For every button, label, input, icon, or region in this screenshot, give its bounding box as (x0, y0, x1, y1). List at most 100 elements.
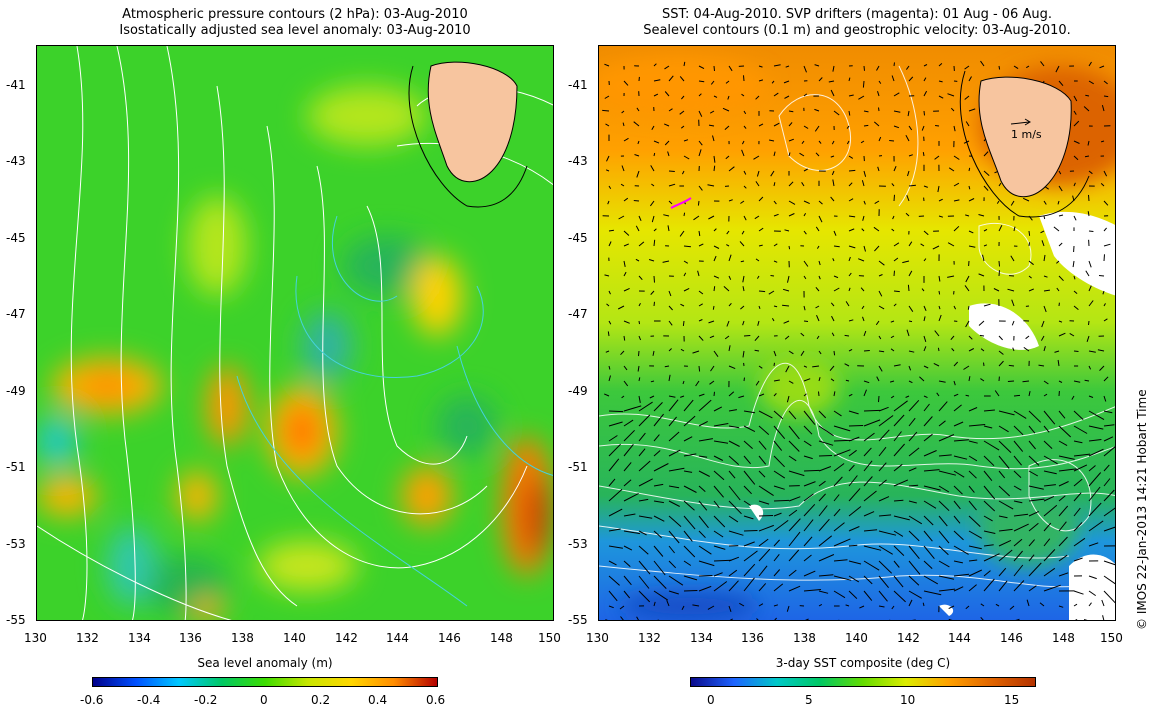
velocity-arrow (953, 421, 964, 427)
velocity-arrow (1043, 200, 1047, 205)
velocity-arrow (788, 569, 797, 577)
velocity-arrow (908, 76, 914, 82)
velocity-arrow (1058, 521, 1067, 532)
velocity-arrow (908, 270, 913, 277)
velocity-arrow (698, 530, 706, 539)
velocity-arrow (964, 95, 970, 100)
velocity-arrow (713, 95, 718, 98)
velocity-arrow (1028, 260, 1034, 266)
velocity-arrow (743, 425, 756, 433)
velocity-arrow (965, 121, 970, 127)
velocity-arrow (963, 365, 970, 370)
velocity-arrow (938, 530, 950, 544)
velocity-arrow (668, 449, 681, 457)
velocity-arrow (860, 140, 865, 144)
velocity-arrow (623, 271, 627, 277)
velocity-arrow (638, 575, 650, 589)
velocity-arrow (829, 365, 835, 372)
velocity-arrow (1088, 439, 1102, 442)
velocity-arrow (698, 303, 703, 307)
velocity-arrow (993, 288, 1000, 292)
velocity-arrow (845, 301, 850, 307)
velocity-arrow (833, 538, 851, 547)
velocity-arrow (978, 320, 985, 326)
velocity-arrow (743, 377, 745, 382)
velocity-arrow (1013, 455, 1022, 466)
velocity-arrow (968, 407, 978, 412)
velocity-arrow (602, 109, 610, 112)
velocity-arrow (771, 80, 775, 84)
velocity-arrow (709, 380, 715, 385)
velocity-arrow (605, 619, 608, 620)
velocity-arrow (1088, 410, 1105, 421)
velocity-arrow (998, 567, 1007, 577)
velocity-arrow (740, 200, 745, 204)
velocity-arrow (953, 199, 960, 202)
velocity-arrow (1103, 590, 1115, 604)
velocity-arrow (815, 226, 820, 232)
velocity-arrow (965, 605, 970, 610)
velocity-arrow (1058, 572, 1069, 577)
velocity-arrow (742, 286, 745, 292)
velocity-arrow (726, 230, 730, 235)
velocity-arrow (907, 170, 910, 177)
left-y-tick: -45 (6, 231, 26, 245)
velocity-arrow (698, 575, 713, 577)
velocity-arrow (1055, 65, 1060, 73)
velocity-arrow (1015, 618, 1020, 620)
velocity-arrow (788, 531, 801, 547)
velocity-arrow (908, 467, 917, 472)
velocity-arrow (923, 590, 942, 596)
velocity-arrow (818, 350, 822, 355)
velocity-arrow (681, 605, 685, 611)
velocity-arrow (707, 184, 715, 187)
velocity-arrow (1041, 320, 1045, 328)
velocity-arrow (606, 155, 610, 162)
velocity-arrow (633, 200, 640, 202)
velocity-arrow (782, 288, 790, 292)
velocity-arrow (638, 530, 647, 536)
velocity-arrow (833, 410, 842, 417)
velocity-arrow (953, 125, 956, 132)
velocity-arrow (938, 420, 946, 427)
velocity-arrow (908, 447, 920, 457)
velocity-arrow (1013, 440, 1024, 452)
velocity-arrow (1074, 619, 1078, 620)
velocity-arrow (729, 618, 733, 620)
velocity-arrow (893, 290, 900, 293)
velocity-arrow (1043, 522, 1052, 532)
velocity-arrow (923, 560, 933, 569)
velocity-arrow (788, 350, 794, 355)
velocity-arrow (693, 215, 700, 221)
velocity-arrow (743, 440, 753, 449)
velocity-arrow (638, 350, 640, 357)
velocity-arrow (668, 467, 685, 472)
velocity-arrow (1043, 495, 1055, 502)
velocity-arrow (740, 305, 745, 310)
velocity-arrow (663, 123, 670, 127)
velocity-arrow (878, 530, 897, 536)
velocity-arrow (878, 462, 887, 472)
velocity-arrow (756, 170, 760, 177)
velocity-arrow (968, 335, 973, 340)
velocity-arrow (743, 410, 756, 414)
velocity-arrow (998, 539, 1012, 547)
velocity-arrow (863, 419, 881, 427)
velocity-arrow (668, 170, 675, 172)
sla-colorbar-tick: 0 (260, 693, 268, 707)
velocity-arrow (858, 95, 865, 100)
velocity-arrow (893, 515, 910, 521)
velocity-arrow (803, 455, 813, 460)
velocity-arrow (1103, 254, 1105, 262)
velocity-arrow (818, 574, 834, 577)
velocity-arrow (728, 65, 733, 72)
velocity-arrow (773, 260, 778, 263)
velocity-arrow (891, 183, 895, 187)
velocity-arrow (996, 200, 1000, 204)
velocity-arrow (908, 484, 919, 487)
velocity-arrow (848, 77, 851, 82)
velocity-arrow (663, 214, 670, 217)
velocity-arrow (818, 505, 828, 517)
velocity-arrow (698, 80, 705, 83)
velocity-arrow (758, 365, 763, 369)
